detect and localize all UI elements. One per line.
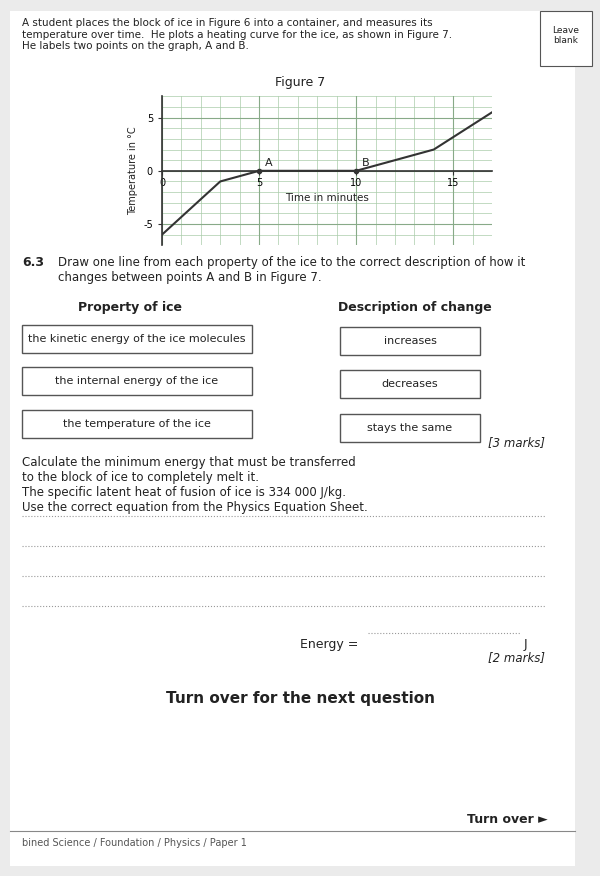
FancyBboxPatch shape — [340, 414, 480, 442]
Text: Leave: Leave — [553, 26, 580, 35]
Text: the internal energy of the ice: the internal energy of the ice — [55, 376, 218, 386]
Text: [3 marks]: [3 marks] — [488, 436, 545, 449]
Text: increases: increases — [383, 336, 436, 346]
FancyBboxPatch shape — [22, 410, 252, 438]
Text: B: B — [362, 158, 370, 167]
Y-axis label: Temperature in °C: Temperature in °C — [128, 126, 137, 215]
Text: Energy =: Energy = — [300, 638, 362, 651]
Text: [2 marks]: [2 marks] — [488, 651, 545, 664]
Text: Turn over ►: Turn over ► — [467, 813, 548, 826]
X-axis label: Time in minutes: Time in minutes — [285, 194, 369, 203]
Text: Turn over for the next question: Turn over for the next question — [166, 691, 434, 706]
Text: Figure 7: Figure 7 — [275, 76, 325, 89]
FancyBboxPatch shape — [22, 325, 252, 353]
Text: A student places the block of ice in Figure 6 into a container, and measures its: A student places the block of ice in Fig… — [22, 18, 452, 51]
Text: bined Science / Foundation / Physics / Paper 1: bined Science / Foundation / Physics / P… — [22, 838, 247, 848]
FancyBboxPatch shape — [22, 367, 252, 395]
Text: Property of ice: Property of ice — [78, 301, 182, 314]
Text: the kinetic energy of the ice molecules: the kinetic energy of the ice molecules — [28, 334, 246, 344]
FancyBboxPatch shape — [340, 327, 480, 355]
Text: Calculate the minimum energy that must be transferred
to the block of ice to com: Calculate the minimum energy that must b… — [22, 456, 368, 514]
Text: blank: blank — [554, 36, 578, 45]
Text: 6.3: 6.3 — [22, 256, 44, 269]
Text: Description of change: Description of change — [338, 301, 492, 314]
Text: decreases: decreases — [382, 379, 439, 389]
Text: J: J — [524, 638, 527, 651]
FancyBboxPatch shape — [10, 11, 575, 866]
Text: Draw one line from each property of the ice to the correct description of how it: Draw one line from each property of the … — [58, 256, 526, 284]
Text: A: A — [265, 158, 272, 167]
FancyBboxPatch shape — [540, 11, 592, 66]
Text: stays the same: stays the same — [367, 423, 452, 433]
Text: the temperature of the ice: the temperature of the ice — [63, 419, 211, 429]
FancyBboxPatch shape — [340, 370, 480, 398]
